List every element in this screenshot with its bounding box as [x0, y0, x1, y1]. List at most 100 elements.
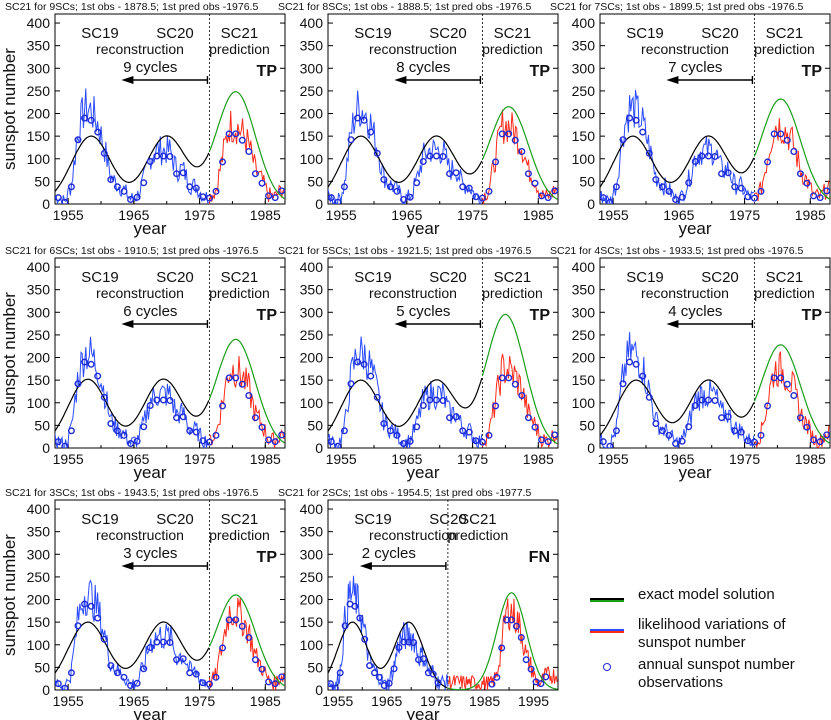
- observation-point: [517, 634, 525, 642]
- x-tick-label: 1985: [469, 693, 500, 709]
- observation-point: [672, 195, 680, 203]
- likelihood-pred-line: [481, 353, 558, 448]
- x-tick-label: 1995: [518, 693, 549, 709]
- observation-point: [361, 635, 369, 643]
- observation-point: [665, 431, 673, 439]
- y-tick-label: 300: [300, 546, 324, 562]
- y-tick-label: 250: [27, 569, 51, 585]
- observation-point: [356, 614, 364, 622]
- observation-point: [478, 438, 486, 446]
- x-tick-label: 1985: [523, 207, 554, 223]
- y-tick-label: 250: [300, 327, 324, 343]
- observation-point: [87, 602, 95, 610]
- observation-point: [179, 655, 187, 663]
- cycles-label: 4 cycles: [668, 303, 722, 320]
- y-tick-label: 50: [34, 659, 50, 675]
- observation-point: [459, 183, 467, 191]
- x-axis-label: year: [406, 463, 439, 482]
- observation-point: [777, 374, 785, 382]
- observation-point: [737, 428, 745, 436]
- observation-point: [600, 438, 607, 446]
- model-line: [328, 621, 448, 689]
- likelihood-fit-line: [55, 579, 210, 690]
- observation-point: [632, 360, 640, 368]
- observation-point: [518, 148, 526, 156]
- observation-point: [186, 183, 194, 191]
- x-tick-label: 1955: [598, 207, 629, 223]
- observation-point: [691, 157, 699, 165]
- observation-point: [731, 183, 739, 191]
- observation-point: [432, 152, 440, 160]
- observation-point: [205, 438, 213, 446]
- panel-title: SC21 for 6SCs; 1st obs - 1910.5; 1st pre…: [5, 245, 258, 257]
- prediction-flag: TP: [257, 549, 278, 566]
- label-sc20: SC20: [156, 269, 194, 286]
- x-tick-label: 1965: [118, 693, 149, 709]
- observation-point: [538, 192, 546, 200]
- observation-point: [672, 439, 680, 447]
- observation-point: [678, 437, 686, 445]
- model-pred-line: [208, 338, 285, 444]
- observation-point: [400, 439, 408, 447]
- likelihood-pred-line: [481, 109, 558, 204]
- label-reconstruction: reconstruction: [369, 41, 457, 57]
- x-tick-label: 1985: [250, 693, 281, 709]
- observation-point: [61, 684, 69, 690]
- y-tick-label: 300: [300, 304, 324, 320]
- observation-point: [551, 187, 558, 195]
- axes-frame: [327, 499, 559, 691]
- observation-point: [612, 183, 620, 191]
- observation-point: [373, 393, 381, 401]
- label-sc21: SC21: [494, 25, 532, 42]
- model-pred-line: [753, 98, 830, 200]
- y-tick-label: 150: [27, 128, 51, 144]
- y-tick-label: 200: [572, 350, 596, 366]
- observation-point: [459, 427, 467, 435]
- legend: exact model solution likelihood variatio…: [580, 582, 830, 692]
- y-axis-label: sunspot number: [0, 48, 19, 170]
- observation-point: [823, 187, 830, 195]
- observation-point: [406, 437, 414, 445]
- legend-model-swatch: [590, 594, 624, 608]
- cycles-arrow-head: [121, 562, 134, 570]
- cycles-label: 3 cycles: [123, 545, 177, 562]
- observation-point: [790, 392, 798, 400]
- x-tick-label: 1965: [663, 451, 694, 467]
- y-tick-label: 0: [42, 682, 50, 698]
- observation-point: [74, 622, 82, 630]
- label-sc19: SC19: [354, 25, 392, 42]
- x-tick-label: 1965: [391, 451, 422, 467]
- x-tick-label: 1975: [729, 451, 760, 467]
- y-tick-label: 150: [27, 614, 51, 630]
- observation-point: [632, 116, 640, 124]
- observation-point: [192, 670, 200, 678]
- cycles-arrow-head: [359, 562, 372, 570]
- prediction-flag: TP: [802, 307, 823, 324]
- plot-area: [55, 336, 285, 448]
- observation-point: [341, 622, 349, 630]
- observation-point: [140, 179, 148, 187]
- observation-point: [258, 423, 266, 431]
- y-tick-label: 250: [27, 83, 51, 99]
- observation-point: [67, 669, 75, 677]
- observation-point: [380, 420, 388, 428]
- label-sc19: SC19: [81, 511, 119, 528]
- label-reconstruction: reconstruction: [369, 285, 457, 301]
- observation-point: [166, 639, 174, 647]
- label-sc20: SC20: [429, 25, 467, 42]
- observation-point: [600, 194, 607, 202]
- x-tick-label: 1955: [53, 693, 84, 709]
- observation-point: [544, 194, 552, 202]
- x-tick-label: 1985: [523, 451, 554, 467]
- y-tick-label: 100: [27, 637, 51, 653]
- label-sc19: SC19: [81, 269, 119, 286]
- observation-point: [537, 680, 545, 688]
- observation-point: [238, 622, 246, 630]
- observation-point: [74, 136, 82, 144]
- observation-point: [685, 423, 693, 431]
- observation-point: [347, 136, 355, 144]
- x-tick-label: 1975: [457, 207, 488, 223]
- observation-point: [192, 184, 200, 192]
- observation-point: [166, 397, 174, 405]
- y-tick-label: 300: [27, 60, 51, 76]
